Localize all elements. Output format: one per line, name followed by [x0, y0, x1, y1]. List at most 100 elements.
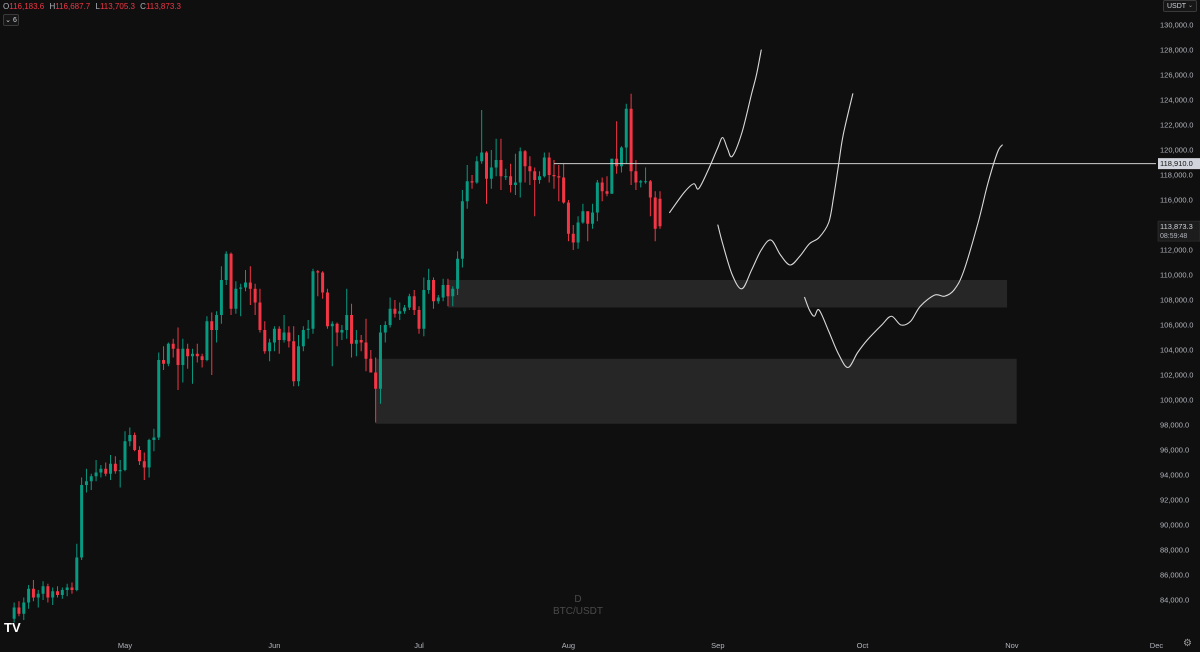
- candle-body: [528, 166, 532, 172]
- candle-body: [80, 485, 84, 558]
- candle-body: [480, 152, 484, 162]
- candle-body: [244, 282, 247, 288]
- candle-body: [248, 282, 252, 289]
- candle-body: [470, 181, 474, 183]
- candle-body: [176, 348, 180, 365]
- candle: [41, 581, 45, 600]
- candle-body: [27, 588, 31, 603]
- candle: [407, 293, 411, 310]
- candle: [31, 580, 35, 602]
- price-tick-label: 102,000.0: [1160, 371, 1193, 380]
- candle-body: [128, 435, 132, 442]
- candle: [398, 302, 402, 320]
- zone-rectangle[interactable]: [375, 358, 1017, 424]
- candle: [431, 277, 435, 309]
- candle: [499, 138, 503, 190]
- price-tick-label: 108,000.0: [1160, 296, 1193, 305]
- candle: [186, 343, 190, 369]
- candle-body: [475, 161, 479, 183]
- candle: [297, 335, 301, 387]
- high-label: H: [49, 2, 56, 11]
- candle-body: [239, 287, 243, 289]
- candle: [239, 283, 243, 317]
- candle: [523, 150, 527, 183]
- candle: [80, 477, 84, 560]
- candle: [234, 281, 238, 314]
- candle-body: [137, 450, 141, 462]
- candle-body: [523, 151, 527, 167]
- candle: [374, 357, 378, 423]
- candle: [277, 326, 281, 354]
- price-tags: 118,910.0 113,873.3 08:59:48: [1157, 158, 1200, 242]
- candle: [350, 303, 354, 358]
- candle-body: [571, 233, 575, 243]
- candle-body: [566, 202, 570, 234]
- candle-body: [658, 198, 662, 227]
- candle: [219, 266, 223, 324]
- candle-body: [605, 191, 609, 194]
- candle: [605, 176, 609, 197]
- price-axis[interactable]: 84,000.0 86,000.0 88,000.0 90,000.0 92,000.0…: [1156, 0, 1200, 652]
- candle: [56, 586, 60, 598]
- open-label: O: [3, 2, 10, 11]
- candle: [441, 278, 445, 302]
- candle: [335, 322, 339, 347]
- candle-body: [157, 360, 161, 438]
- time-tick-label: May: [118, 641, 132, 650]
- candle: [619, 146, 623, 173]
- projection-path[interactable]: [804, 144, 1003, 369]
- candle: [292, 326, 296, 387]
- candle-body: [412, 296, 416, 310]
- candle-body: [378, 332, 382, 389]
- candle-body: [576, 222, 580, 243]
- candle: [470, 175, 474, 189]
- candle-body: [224, 253, 228, 280]
- candle-body: [581, 211, 585, 223]
- candle: [306, 320, 310, 339]
- candle: [538, 171, 542, 184]
- candle-body: [330, 323, 334, 327]
- tradingview-logo-icon[interactable]: TV: [4, 620, 21, 635]
- candle-body: [350, 315, 354, 344]
- time-axis[interactable]: May Jun Jul Aug Sep Oct Nov Dec: [118, 641, 1163, 650]
- price-tick-label: 130,000.0: [1160, 21, 1193, 30]
- candle-body: [369, 358, 373, 373]
- candle-body: [485, 152, 488, 179]
- candle-body: [591, 212, 595, 224]
- zone-rectangle[interactable]: [447, 280, 1008, 308]
- candle-body: [417, 310, 421, 329]
- projection-path[interactable]: [669, 49, 762, 214]
- candle-body: [219, 280, 223, 315]
- projection-path[interactable]: [717, 93, 854, 290]
- candle-body: [383, 325, 387, 333]
- candle-body: [56, 591, 60, 595]
- candle: [566, 200, 570, 242]
- candle: [345, 288, 349, 339]
- price-tick-label: 122,000.0: [1160, 121, 1193, 130]
- candle: [109, 455, 113, 480]
- candle-body: [152, 437, 156, 440]
- close-value: 113,873.3: [145, 2, 181, 11]
- candle-body: [422, 290, 426, 329]
- candle-body: [552, 175, 556, 177]
- candle: [244, 270, 247, 292]
- candle-body: [60, 590, 64, 595]
- level-price-tag: [1158, 158, 1200, 170]
- candle-body: [600, 182, 604, 192]
- candle: [253, 283, 257, 315]
- candle-body: [263, 330, 267, 352]
- candle-body: [533, 171, 537, 180]
- candle: [533, 167, 537, 217]
- candle: [480, 110, 484, 164]
- indicators-collapse-button[interactable]: ⌄ 6: [3, 14, 19, 26]
- candle: [46, 583, 50, 603]
- candle-body: [306, 328, 310, 330]
- candle: [547, 152, 551, 183]
- currency-selector[interactable]: USDT ⌄: [1163, 0, 1197, 12]
- price-tick-label: 126,000.0: [1160, 71, 1193, 80]
- low-value: 113,705.3: [99, 2, 135, 11]
- price-tick-label: 104,000.0: [1160, 346, 1193, 355]
- gear-icon[interactable]: ⚙: [1183, 638, 1192, 649]
- candle-body: [364, 342, 368, 359]
